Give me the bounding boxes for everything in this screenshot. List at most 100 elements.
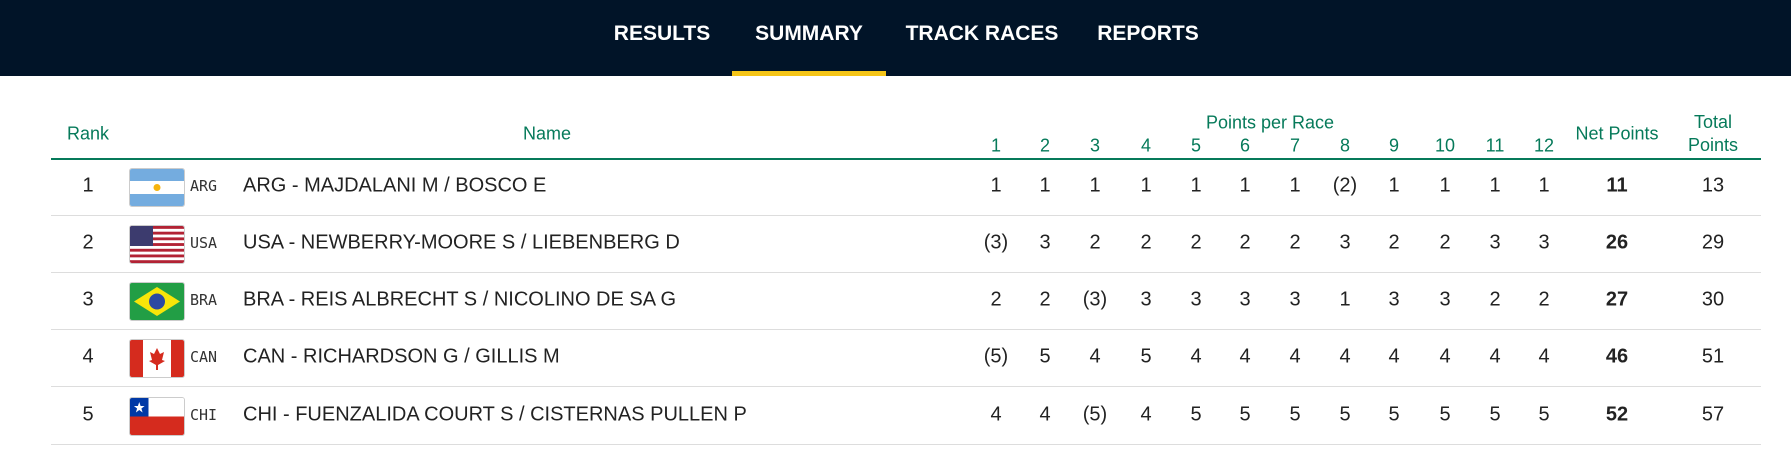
header-race: 9 (1388, 135, 1400, 156)
race-points: 1 (1289, 174, 1301, 197)
header-line (51, 158, 1761, 160)
race-points: 2 (1089, 231, 1101, 254)
header-race: 1 (990, 135, 1002, 156)
team-name: CHI - FUENZALIDA COURT S / CISTERNAS PUL… (243, 403, 747, 426)
net-points: 27 (1605, 288, 1629, 311)
race-points: 5 (1489, 403, 1501, 426)
country-code: CAN (190, 348, 218, 366)
race-points: 4 (1439, 345, 1451, 368)
nav-tab[interactable]: SUMMARY (755, 22, 863, 45)
rank: 1 (82, 174, 94, 197)
row-separator (51, 272, 1761, 273)
race-points: (3) (983, 231, 1009, 254)
race-points: 3 (1289, 288, 1301, 311)
flag (129, 339, 185, 378)
total-points: 57 (1701, 403, 1725, 426)
race-points: 3 (1190, 288, 1202, 311)
team-name: ARG - MAJDALANI M / BOSCO E (243, 174, 547, 197)
header-race: 10 (1434, 135, 1456, 156)
country-code: ARG (190, 177, 218, 195)
rank: 3 (82, 288, 94, 311)
header-points-per-race: Points per Race (1205, 112, 1335, 133)
race-points: 5 (1439, 403, 1451, 426)
race-points: 2 (1388, 231, 1400, 254)
race-points: 3 (1239, 288, 1251, 311)
header-race: 3 (1089, 135, 1101, 156)
race-points: 3 (1439, 288, 1451, 311)
net-points: 11 (1606, 174, 1628, 197)
header-race: 12 (1533, 135, 1555, 156)
race-points: 5 (1140, 345, 1152, 368)
race-points: 2 (990, 288, 1002, 311)
team-name: USA - NEWBERRY-MOORE S / LIEBENBERG D (243, 231, 680, 254)
header-race: 5 (1190, 135, 1202, 156)
header-race: 8 (1339, 135, 1351, 156)
race-points: 5 (1289, 403, 1301, 426)
country-code: BRA (190, 291, 218, 309)
race-points: 2 (1439, 231, 1451, 254)
race-points: 4 (1190, 345, 1202, 368)
race-points: 4 (1289, 345, 1301, 368)
row-separator (51, 386, 1761, 387)
active-underline (732, 71, 886, 76)
race-points: 2 (1289, 231, 1301, 254)
flag (129, 168, 185, 207)
rank: 5 (82, 403, 94, 426)
race-points: 3 (1388, 288, 1400, 311)
net-points: 52 (1605, 403, 1629, 426)
race-points: 4 (1239, 345, 1251, 368)
header-race: 6 (1239, 135, 1251, 156)
total-points: 13 (1701, 174, 1725, 197)
rank: 2 (82, 231, 94, 254)
header-race: 2 (1039, 135, 1051, 156)
race-points: 2 (1190, 231, 1202, 254)
race-points: 3 (1538, 231, 1550, 254)
header-race: 11 (1485, 135, 1505, 156)
race-points: 4 (1339, 345, 1351, 368)
race-points: 2 (1039, 288, 1051, 311)
race-points: 1 (1538, 174, 1550, 197)
race-points: 3 (1339, 231, 1351, 254)
net-points: 26 (1605, 231, 1629, 254)
nav-tab[interactable]: TRACK RACES (905, 22, 1059, 45)
race-points: 5 (1190, 403, 1202, 426)
race-points: (3) (1082, 288, 1108, 311)
race-points: 3 (1140, 288, 1152, 311)
race-points: 1 (990, 174, 1002, 197)
header-net: Net Points (1575, 123, 1659, 144)
race-points: 4 (1489, 345, 1501, 368)
row-separator (51, 444, 1761, 445)
team-name: BRA - REIS ALBRECHT S / NICOLINO DE SA G (243, 288, 677, 311)
race-points: 1 (1140, 174, 1152, 197)
race-points: 3 (1489, 231, 1501, 254)
race-points: (5) (1082, 403, 1108, 426)
header-total: Total Points (1687, 112, 1739, 155)
header-name: Name (522, 123, 572, 144)
race-points: 3 (1039, 231, 1051, 254)
total-points: 29 (1701, 231, 1725, 254)
nav-tab[interactable]: REPORTS (1097, 22, 1199, 45)
row-separator (51, 329, 1761, 330)
header-race: 4 (1140, 135, 1152, 156)
race-points: 1 (1190, 174, 1202, 197)
rank: 4 (82, 345, 94, 368)
race-points: (2) (1332, 174, 1358, 197)
header-rank: Rank (66, 123, 110, 144)
flag (129, 397, 185, 436)
nav-bar: RESULTS SUMMARY TRACK RACES REPORTS (0, 0, 1791, 76)
flag (129, 225, 185, 264)
nav-tab[interactable]: RESULTS (613, 22, 711, 45)
total-points: 30 (1701, 288, 1725, 311)
race-points: 5 (1388, 403, 1400, 426)
race-points: 2 (1140, 231, 1152, 254)
race-points: 4 (1140, 403, 1152, 426)
race-points: 5 (1339, 403, 1351, 426)
race-points: 4 (1039, 403, 1051, 426)
race-points: 5 (1239, 403, 1251, 426)
race-points: 1 (1239, 174, 1251, 197)
race-points: 1 (1039, 174, 1051, 197)
row-separator (51, 215, 1761, 216)
country-code: USA (190, 234, 218, 252)
total-points: 51 (1701, 345, 1725, 368)
